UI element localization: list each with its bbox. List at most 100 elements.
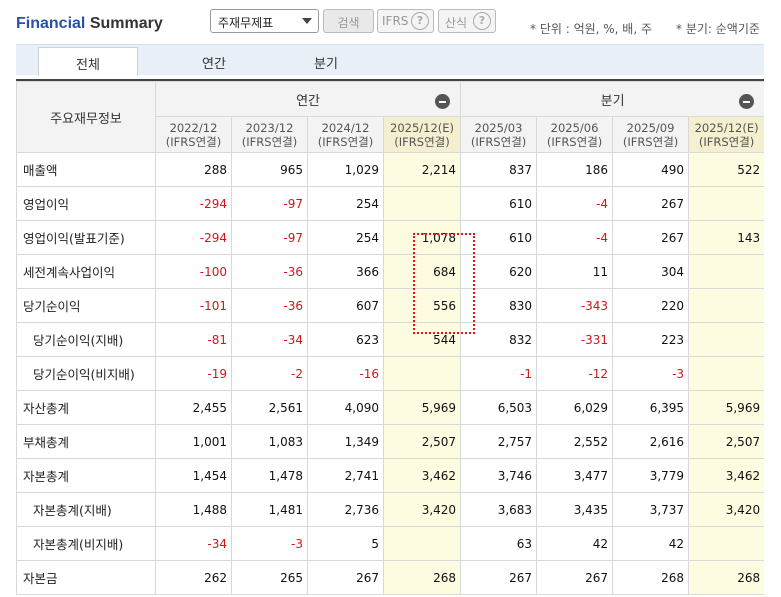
table-cell: 220 bbox=[612, 288, 690, 323]
row-label[interactable]: 자산총계 bbox=[16, 390, 156, 425]
page-title: Financial Summary bbox=[16, 15, 163, 33]
table-cell: 2,736 bbox=[307, 492, 384, 527]
table-cell: 267 bbox=[536, 560, 614, 595]
table-cell bbox=[688, 186, 764, 221]
table-cell: 3,462 bbox=[382, 458, 462, 493]
table-cell: 143 bbox=[688, 220, 764, 255]
table-cell: 268 bbox=[688, 560, 764, 595]
table-cell: 1,083 bbox=[231, 424, 308, 459]
column-basis: (IFRS연결) bbox=[317, 134, 374, 149]
formula-button[interactable]: 산식 ? bbox=[438, 9, 496, 33]
table-cell: 2,741 bbox=[307, 458, 384, 493]
column-header-row: 2022/12 (IFRS연결) 2023/12 (IFRS연결) 2024/12 (IF… bbox=[17, 116, 764, 153]
tab-all[interactable]: 전체 bbox=[38, 47, 138, 76]
table-cell bbox=[688, 356, 764, 391]
table-cell: 3,746 bbox=[460, 458, 538, 493]
formula-button-label: 산식 bbox=[445, 16, 468, 30]
header: Financial Summary 주재무제표 검색 IFRS ? 산식 ? *… bbox=[0, 0, 781, 44]
table-cell: 267 bbox=[612, 186, 690, 221]
row-label[interactable]: 매출액 bbox=[16, 152, 156, 187]
table-cell: 186 bbox=[536, 152, 614, 187]
table-cell bbox=[382, 186, 462, 221]
collapse-annual-icon[interactable] bbox=[435, 94, 451, 109]
table-cell: 3,737 bbox=[612, 492, 690, 527]
search-button[interactable]: 검색 bbox=[323, 9, 374, 33]
table-cell: 268 bbox=[612, 560, 690, 595]
ifrs-button-label: IFRS bbox=[382, 14, 409, 28]
table-cell: 5,969 bbox=[688, 390, 764, 425]
table-cell: -97 bbox=[231, 220, 308, 255]
table-cell bbox=[382, 526, 462, 561]
table-cell: -100 bbox=[155, 254, 232, 289]
table-cell: -97 bbox=[231, 186, 308, 221]
row-label[interactable]: 당기순이익 bbox=[16, 288, 156, 323]
statement-type-value: 주재무제표 bbox=[218, 16, 274, 30]
table-row: 영업이익(발표기준) -294 -97 254 1,078 610 -4 267 143 bbox=[16, 220, 764, 255]
table-cell: 544 bbox=[382, 322, 462, 357]
title-summary: Summary bbox=[89, 15, 163, 32]
row-label[interactable]: 세전계속사업이익 bbox=[16, 254, 156, 289]
column-period: 2025/03 bbox=[474, 120, 523, 135]
table-cell: 2,507 bbox=[688, 424, 764, 459]
chevron-down-icon bbox=[302, 18, 312, 24]
column-basis: (IFRS연결) bbox=[698, 134, 755, 149]
column-header: 2023/12 (IFRS연결) bbox=[231, 116, 308, 153]
column-period: 2025/06 bbox=[550, 120, 599, 135]
unit-note: * 단위 : 억원, %, 배, 주 bbox=[530, 22, 653, 36]
table-cell: -3 bbox=[612, 356, 690, 391]
row-label[interactable]: 부채총계 bbox=[16, 424, 156, 459]
table-cell bbox=[688, 288, 764, 323]
row-label[interactable]: 당기순이익(지배) bbox=[16, 322, 156, 357]
table-cell: -81 bbox=[155, 322, 232, 357]
table-row: 세전계속사업이익 -100 -36 366 684 620 11 304 bbox=[16, 254, 764, 289]
table-cell: 2,616 bbox=[612, 424, 690, 459]
row-label[interactable]: 영업이익(발표기준) bbox=[16, 220, 156, 255]
table-row: 자본총계 1,454 1,478 2,741 3,462 3,746 3,477 3,779 3… bbox=[16, 458, 764, 493]
row-label[interactable]: 영업이익 bbox=[16, 186, 156, 221]
collapse-quarter-icon[interactable] bbox=[739, 94, 755, 109]
column-basis: (IFRS연결) bbox=[394, 134, 450, 149]
help-icon: ? bbox=[411, 12, 429, 30]
row-label[interactable]: 자본총계 bbox=[16, 458, 156, 493]
statement-type-select[interactable]: 주재무제표 bbox=[210, 9, 319, 33]
column-basis: (IFRS연결) bbox=[165, 134, 222, 149]
row-label[interactable]: 자본총계(비지배) bbox=[16, 526, 156, 561]
table-row: 자본금 262 265 267 268 267 267 268 268 bbox=[16, 560, 764, 595]
table-cell: 268 bbox=[382, 560, 462, 595]
column-header: 2024/12 (IFRS연결) bbox=[307, 116, 384, 153]
column-basis: (IFRS연결) bbox=[241, 134, 298, 149]
table-cell: 223 bbox=[612, 322, 690, 357]
table-cell: 262 bbox=[155, 560, 232, 595]
table-row: 영업이익 -294 -97 254 610 -4 267 bbox=[16, 186, 764, 221]
column-header: 2025/12(E) (IFRS연결) bbox=[382, 116, 462, 153]
table-cell: 1,454 bbox=[155, 458, 232, 493]
row-label[interactable]: 자본총계(지배) bbox=[16, 492, 156, 527]
table-cell bbox=[382, 356, 462, 391]
column-period: 2022/12 bbox=[169, 120, 218, 135]
ifrs-button[interactable]: IFRS ? bbox=[377, 9, 434, 33]
table-cell: 3,683 bbox=[460, 492, 538, 527]
tab-quarter[interactable]: 분기 bbox=[314, 57, 338, 72]
column-period: 2023/12 bbox=[245, 120, 294, 135]
table-cell: 366 bbox=[307, 254, 384, 289]
tab-annual[interactable]: 연간 bbox=[202, 57, 226, 72]
row-label[interactable]: 자본금 bbox=[16, 560, 156, 595]
table-row: 부채총계 1,001 1,083 1,349 2,507 2,757 2,552 2,616 2… bbox=[16, 424, 764, 459]
table-cell: 1,349 bbox=[307, 424, 384, 459]
table-cell: 304 bbox=[612, 254, 690, 289]
table-cell: 6,395 bbox=[612, 390, 690, 425]
table-cell: 267 bbox=[307, 560, 384, 595]
row-label[interactable]: 당기순이익(비지배) bbox=[16, 356, 156, 391]
table-cell bbox=[688, 526, 764, 561]
table-cell: -16 bbox=[307, 356, 384, 391]
table-cell bbox=[688, 254, 764, 289]
table-row: 당기순이익 -101 -36 607 556 830 -343 220 bbox=[16, 288, 764, 323]
table-cell: 3,779 bbox=[612, 458, 690, 493]
table-cell: 42 bbox=[536, 526, 614, 561]
table-cell: 267 bbox=[460, 560, 538, 595]
column-period: 2025/12(E) bbox=[694, 120, 759, 135]
table-row: 당기순이익(비지배) -19 -2 -16 -1 -12 -3 bbox=[16, 356, 764, 391]
table-row: 자본총계(지배) 1,488 1,481 2,736 3,420 3,683 3,435 3,… bbox=[16, 492, 764, 527]
table-cell: 620 bbox=[460, 254, 538, 289]
table-cell: 1,001 bbox=[155, 424, 232, 459]
